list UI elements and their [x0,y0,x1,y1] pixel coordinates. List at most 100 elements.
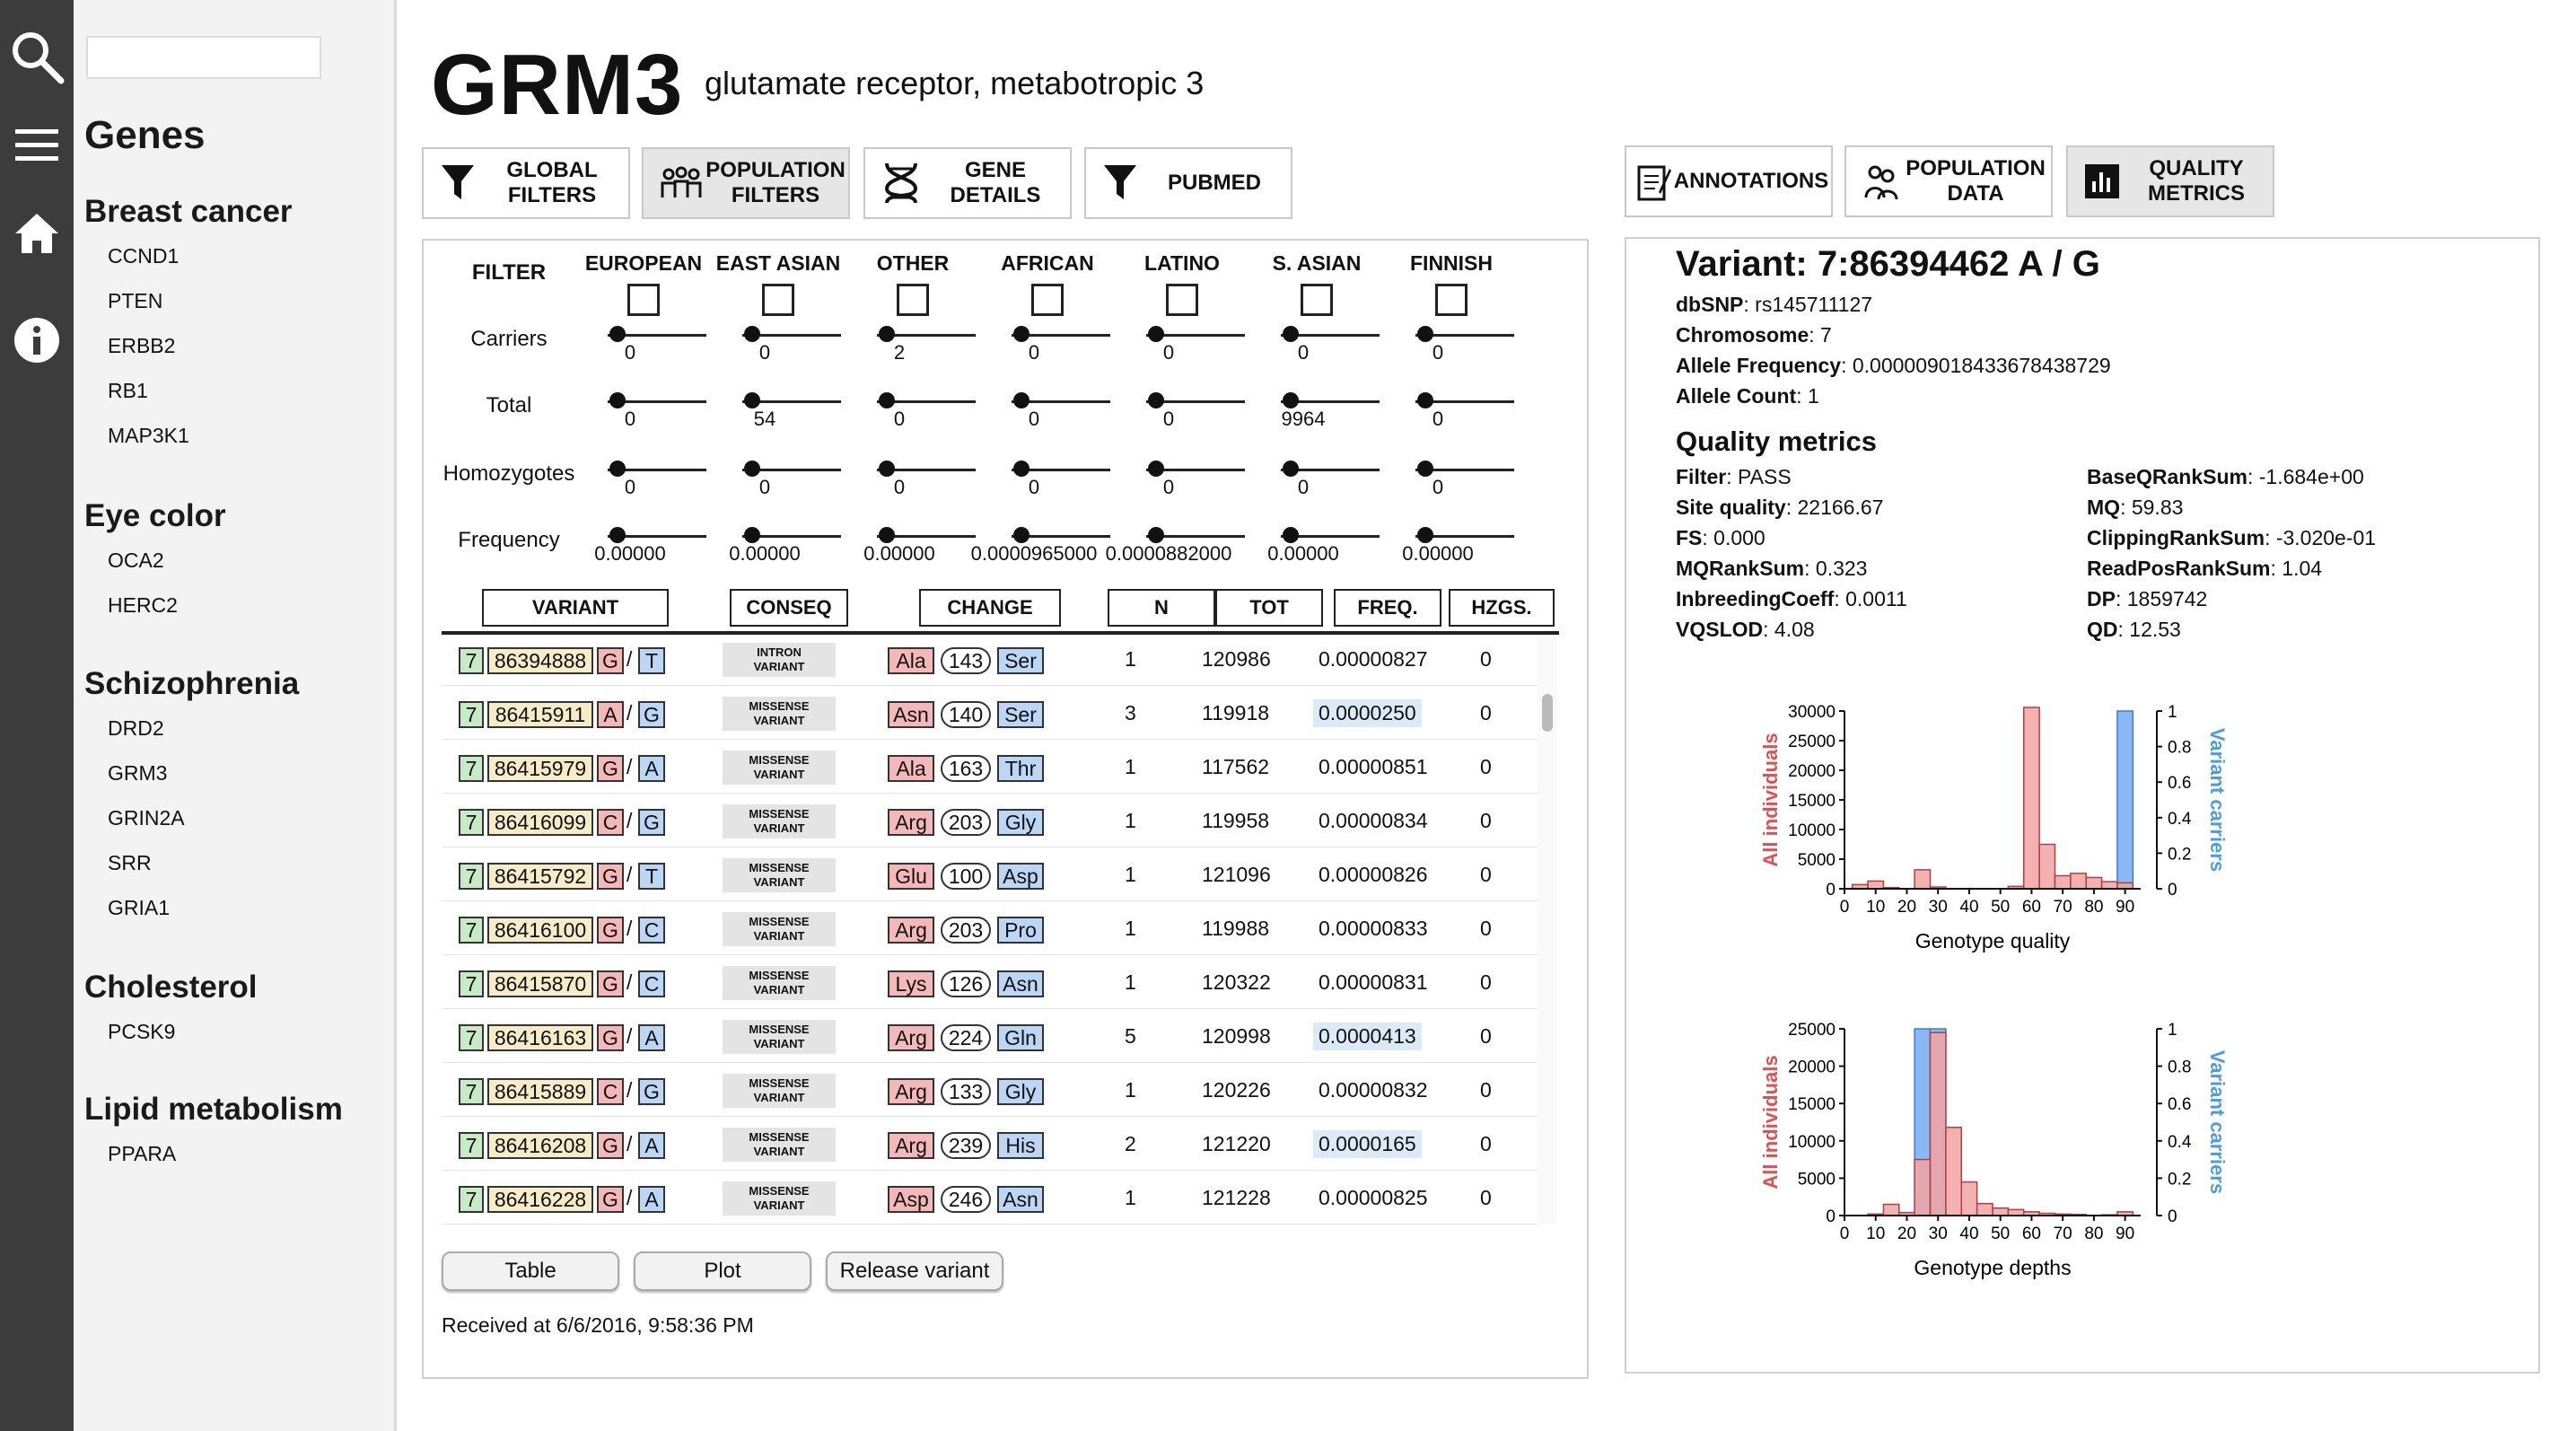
sidebar-item-oca2[interactable]: OCA2 [108,549,164,572]
slider-track[interactable] [1146,535,1245,538]
slider-track[interactable] [608,334,706,337]
slider-handle[interactable] [744,461,760,477]
slider-track[interactable] [742,334,841,337]
slider-track[interactable] [1012,469,1110,471]
table-row[interactable]: 7 86416100 G / C MISSENSE VARIANT Arg 203 Pro 1 11… [442,901,1538,955]
slider-handle[interactable] [744,326,760,342]
slider-track[interactable] [1281,535,1380,538]
tab-gene-details[interactable]: GENE DETAILS [863,147,1072,219]
sidebar-item-grin2a[interactable]: GRIN2A [108,806,185,830]
slider-handle[interactable] [609,326,626,342]
slider-track[interactable] [742,535,841,538]
slider-handle[interactable] [1013,527,1030,543]
slider-handle[interactable] [609,527,626,543]
slider-handle[interactable] [1417,527,1433,543]
population-checkbox[interactable] [1301,284,1333,316]
slider-track[interactable] [1146,469,1245,471]
column-header-freq[interactable]: FREQ. [1334,589,1441,627]
population-checkbox[interactable] [627,284,660,316]
sidebar-item-srr[interactable]: SRR [108,851,152,874]
tab-quality-metrics[interactable]: QUALITY METRICS [2066,145,2274,217]
slider-handle[interactable] [1013,392,1030,408]
table-row[interactable]: 7 86416208 G / A MISSENSE VARIANT Arg 239 His 2 12… [442,1117,1538,1171]
slider-handle[interactable] [1283,527,1299,543]
slider-track[interactable] [877,334,976,337]
slider-handle[interactable] [1417,461,1433,477]
sidebar-item-rb1[interactable]: RB1 [108,379,148,402]
plot-button[interactable]: Plot [634,1251,811,1291]
slider-track[interactable] [1415,400,1514,403]
slider-track[interactable] [877,469,976,471]
slider-track[interactable] [608,535,706,538]
tab-population-filters[interactable]: POPULATION FILTERS [642,147,850,219]
release-variant-button[interactable]: Release variant [826,1251,1003,1291]
slider-track[interactable] [1012,400,1110,403]
slider-track[interactable] [1281,334,1380,337]
slider-track[interactable] [1146,400,1245,403]
population-checkbox[interactable] [762,284,794,316]
menu-icon[interactable] [0,126,74,165]
column-header-conseq[interactable]: CONSEQ [730,589,848,627]
home-icon[interactable] [0,212,74,255]
sidebar-item-erbb2[interactable]: ERBB2 [108,334,176,357]
slider-track[interactable] [1012,334,1110,337]
population-checkbox[interactable] [1166,284,1198,316]
slider-handle[interactable] [1148,461,1164,477]
slider-track[interactable] [1281,400,1380,403]
slider-track[interactable] [1415,535,1514,538]
slider-handle[interactable] [879,326,895,342]
table-row[interactable]: 7 86415792 G / T MISSENSE VARIANT Glu 100 Asp 1 12… [442,847,1538,901]
column-header-tot[interactable]: TOT [1215,589,1323,627]
sidebar-item-pcsk9[interactable]: PCSK9 [108,1020,176,1043]
slider-handle[interactable] [1283,461,1299,477]
slider-track[interactable] [608,469,706,471]
slider-handle[interactable] [1013,461,1030,477]
slider-handle[interactable] [1148,527,1164,543]
column-header-hzgs[interactable]: HZGS. [1449,589,1555,627]
population-checkbox[interactable] [1435,284,1468,316]
tab-annotations[interactable]: ANNOTATIONS [1625,145,1833,217]
table-button[interactable]: Table [442,1251,619,1291]
table-row[interactable]: 7 86415870 G / C MISSENSE VARIANT Lys 126 Asn 1 12… [442,955,1538,1009]
table-row[interactable]: 7 86416228 G / A MISSENSE VARIANT Asp 246 Asn 1 12… [442,1171,1538,1225]
slider-handle[interactable] [1417,392,1433,408]
table-row[interactable]: 7 86415911 A / G MISSENSE VARIANT Asn 140 Ser 3 11… [442,686,1538,740]
sidebar-item-map3k1[interactable]: MAP3K1 [108,424,189,447]
slider-track[interactable] [1415,469,1514,471]
table-row[interactable]: 7 86394888 G / T INTRON VARIANT Ala 143 Ser 1 1209… [442,632,1538,686]
slider-handle[interactable] [744,392,760,408]
slider-handle[interactable] [1283,326,1299,342]
slider-track[interactable] [1281,469,1380,471]
table-row[interactable]: 7 86415979 G / A MISSENSE VARIANT Ala 163 Thr 1 11… [442,740,1538,794]
sidebar-item-grm3[interactable]: GRM3 [108,761,168,785]
table-row[interactable]: 7 86416163 G / A MISSENSE VARIANT Arg 224 Gln 5 12… [442,1009,1538,1063]
population-checkbox[interactable] [1031,284,1064,316]
slider-handle[interactable] [1417,326,1433,342]
slider-handle[interactable] [879,527,895,543]
slider-handle[interactable] [879,461,895,477]
slider-handle[interactable] [879,392,895,408]
sidebar-item-herc2[interactable]: HERC2 [108,593,178,617]
scrollbar-thumb[interactable] [1542,694,1553,732]
sidebar-item-ccnd1[interactable]: CCND1 [108,244,180,268]
slider-track[interactable] [1415,334,1514,337]
tab-global-filters[interactable]: GLOBAL FILTERS [422,147,630,219]
slider-handle[interactable] [1148,326,1164,342]
column-header-n[interactable]: N [1108,589,1215,627]
slider-track[interactable] [877,400,976,403]
slider-handle[interactable] [1013,326,1030,342]
slider-track[interactable] [742,469,841,471]
info-icon[interactable] [0,316,74,364]
gene-search-input[interactable] [86,36,321,79]
table-row[interactable]: 7 86415889 C / G MISSENSE VARIANT Arg 133 Gly 1 12… [442,1063,1538,1117]
slider-handle[interactable] [1283,392,1299,408]
slider-track[interactable] [877,535,976,538]
search-icon[interactable] [0,27,74,86]
slider-handle[interactable] [744,527,760,543]
table-scrollbar[interactable] [1538,635,1557,1224]
slider-handle[interactable] [609,392,626,408]
table-row[interactable]: 7 86416099 C / G MISSENSE VARIANT Arg 203 Gly 1 11… [442,794,1538,847]
slider-track[interactable] [742,400,841,403]
slider-track[interactable] [608,400,706,403]
slider-handle[interactable] [1148,392,1164,408]
